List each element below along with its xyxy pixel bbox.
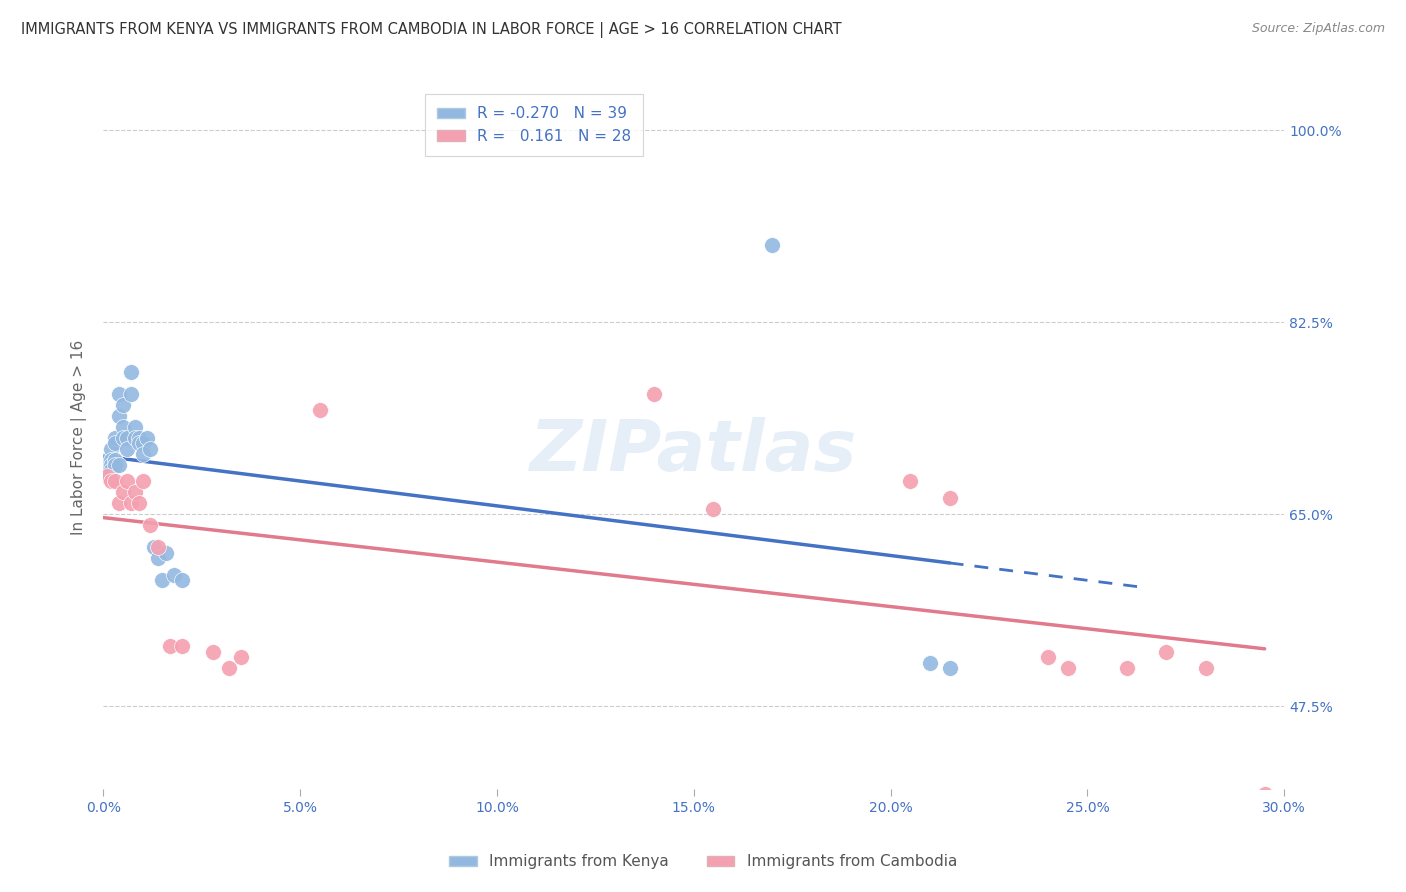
Point: [150, 573, 173, 587]
Point: [111, 419, 134, 434]
Point: [1115, 661, 1137, 675]
Point: [100, 475, 122, 489]
Point: [139, 442, 162, 456]
Legend: R = -0.270   N = 39, R =   0.161   N = 28: R = -0.270 N = 39, R = 0.161 N = 28: [425, 94, 644, 156]
Point: [1154, 644, 1177, 658]
Point: [100, 442, 122, 456]
Point: [308, 403, 330, 417]
Point: [108, 386, 131, 401]
Point: [148, 541, 170, 555]
Point: [143, 541, 166, 555]
Point: [1036, 650, 1059, 665]
Point: [115, 442, 138, 456]
Point: [104, 431, 127, 445]
Point: [96, 463, 118, 477]
Point: [100, 463, 122, 477]
Point: [128, 436, 150, 450]
Point: [938, 661, 960, 675]
Point: [938, 491, 960, 505]
Point: [218, 661, 240, 675]
Point: [139, 518, 162, 533]
Point: [1194, 661, 1216, 675]
Point: [115, 431, 138, 445]
Legend: Immigrants from Kenya, Immigrants from Cambodia: Immigrants from Kenya, Immigrants from C…: [443, 848, 963, 875]
Point: [918, 656, 941, 670]
Point: [111, 398, 134, 412]
Point: [100, 458, 122, 472]
Text: Source: ZipAtlas.com: Source: ZipAtlas.com: [1251, 22, 1385, 36]
Point: [100, 452, 122, 467]
Point: [120, 496, 142, 510]
Y-axis label: In Labor Force | Age > 16: In Labor Force | Age > 16: [72, 340, 87, 535]
Point: [131, 436, 153, 450]
Text: IMMIGRANTS FROM KENYA VS IMMIGRANTS FROM CAMBODIA IN LABOR FORCE | AGE > 16 CORR: IMMIGRANTS FROM KENYA VS IMMIGRANTS FROM…: [21, 22, 842, 38]
Point: [761, 238, 783, 252]
Point: [128, 496, 150, 510]
Point: [96, 469, 118, 483]
Point: [108, 496, 131, 510]
Point: [702, 502, 724, 516]
Point: [115, 475, 138, 489]
Point: [124, 431, 146, 445]
Point: [1253, 787, 1275, 801]
Point: [135, 431, 157, 445]
Point: [104, 458, 127, 472]
Point: [120, 386, 142, 401]
Point: [1056, 661, 1078, 675]
Point: [104, 452, 127, 467]
Point: [120, 365, 142, 379]
Point: [898, 475, 921, 489]
Point: [124, 419, 146, 434]
Point: [108, 409, 131, 423]
Point: [148, 551, 170, 566]
Point: [163, 567, 186, 582]
Point: [229, 650, 252, 665]
Point: [170, 573, 193, 587]
Point: [155, 546, 177, 560]
Point: [159, 639, 181, 653]
Point: [202, 644, 225, 658]
Point: [96, 469, 118, 483]
Point: [96, 458, 118, 472]
Point: [104, 436, 127, 450]
Text: ZIPatlas: ZIPatlas: [530, 417, 858, 486]
Point: [128, 431, 150, 445]
Point: [111, 485, 134, 500]
Point: [104, 475, 127, 489]
Point: [131, 447, 153, 461]
Point: [111, 431, 134, 445]
Point: [96, 452, 118, 467]
Point: [108, 458, 131, 472]
Point: [124, 485, 146, 500]
Point: [170, 639, 193, 653]
Point: [131, 475, 153, 489]
Point: [643, 386, 665, 401]
